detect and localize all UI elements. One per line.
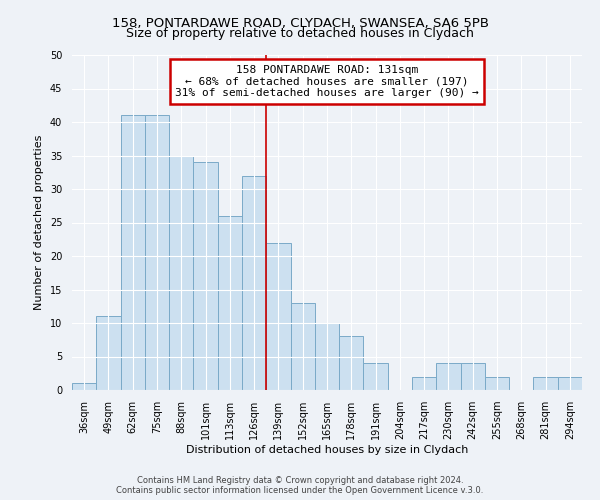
Text: Size of property relative to detached houses in Clydach: Size of property relative to detached ho… <box>126 28 474 40</box>
X-axis label: Distribution of detached houses by size in Clydach: Distribution of detached houses by size … <box>186 445 468 455</box>
Bar <box>242 176 266 390</box>
Bar <box>96 316 121 390</box>
Bar <box>193 162 218 390</box>
Bar <box>339 336 364 390</box>
Bar <box>290 303 315 390</box>
Bar <box>315 323 339 390</box>
Bar <box>558 376 582 390</box>
Bar <box>121 116 145 390</box>
Bar <box>436 363 461 390</box>
Bar <box>533 376 558 390</box>
Text: 158 PONTARDAWE ROAD: 131sqm
← 68% of detached houses are smaller (197)
31% of se: 158 PONTARDAWE ROAD: 131sqm ← 68% of det… <box>175 65 479 98</box>
Text: 158, PONTARDAWE ROAD, CLYDACH, SWANSEA, SA6 5PB: 158, PONTARDAWE ROAD, CLYDACH, SWANSEA, … <box>112 18 488 30</box>
Y-axis label: Number of detached properties: Number of detached properties <box>34 135 44 310</box>
Bar <box>485 376 509 390</box>
Bar <box>412 376 436 390</box>
Bar <box>72 384 96 390</box>
Bar <box>461 363 485 390</box>
Bar <box>218 216 242 390</box>
Bar <box>364 363 388 390</box>
Text: Contains HM Land Registry data © Crown copyright and database right 2024.
Contai: Contains HM Land Registry data © Crown c… <box>116 476 484 495</box>
Bar <box>266 242 290 390</box>
Bar <box>145 116 169 390</box>
Bar <box>169 156 193 390</box>
